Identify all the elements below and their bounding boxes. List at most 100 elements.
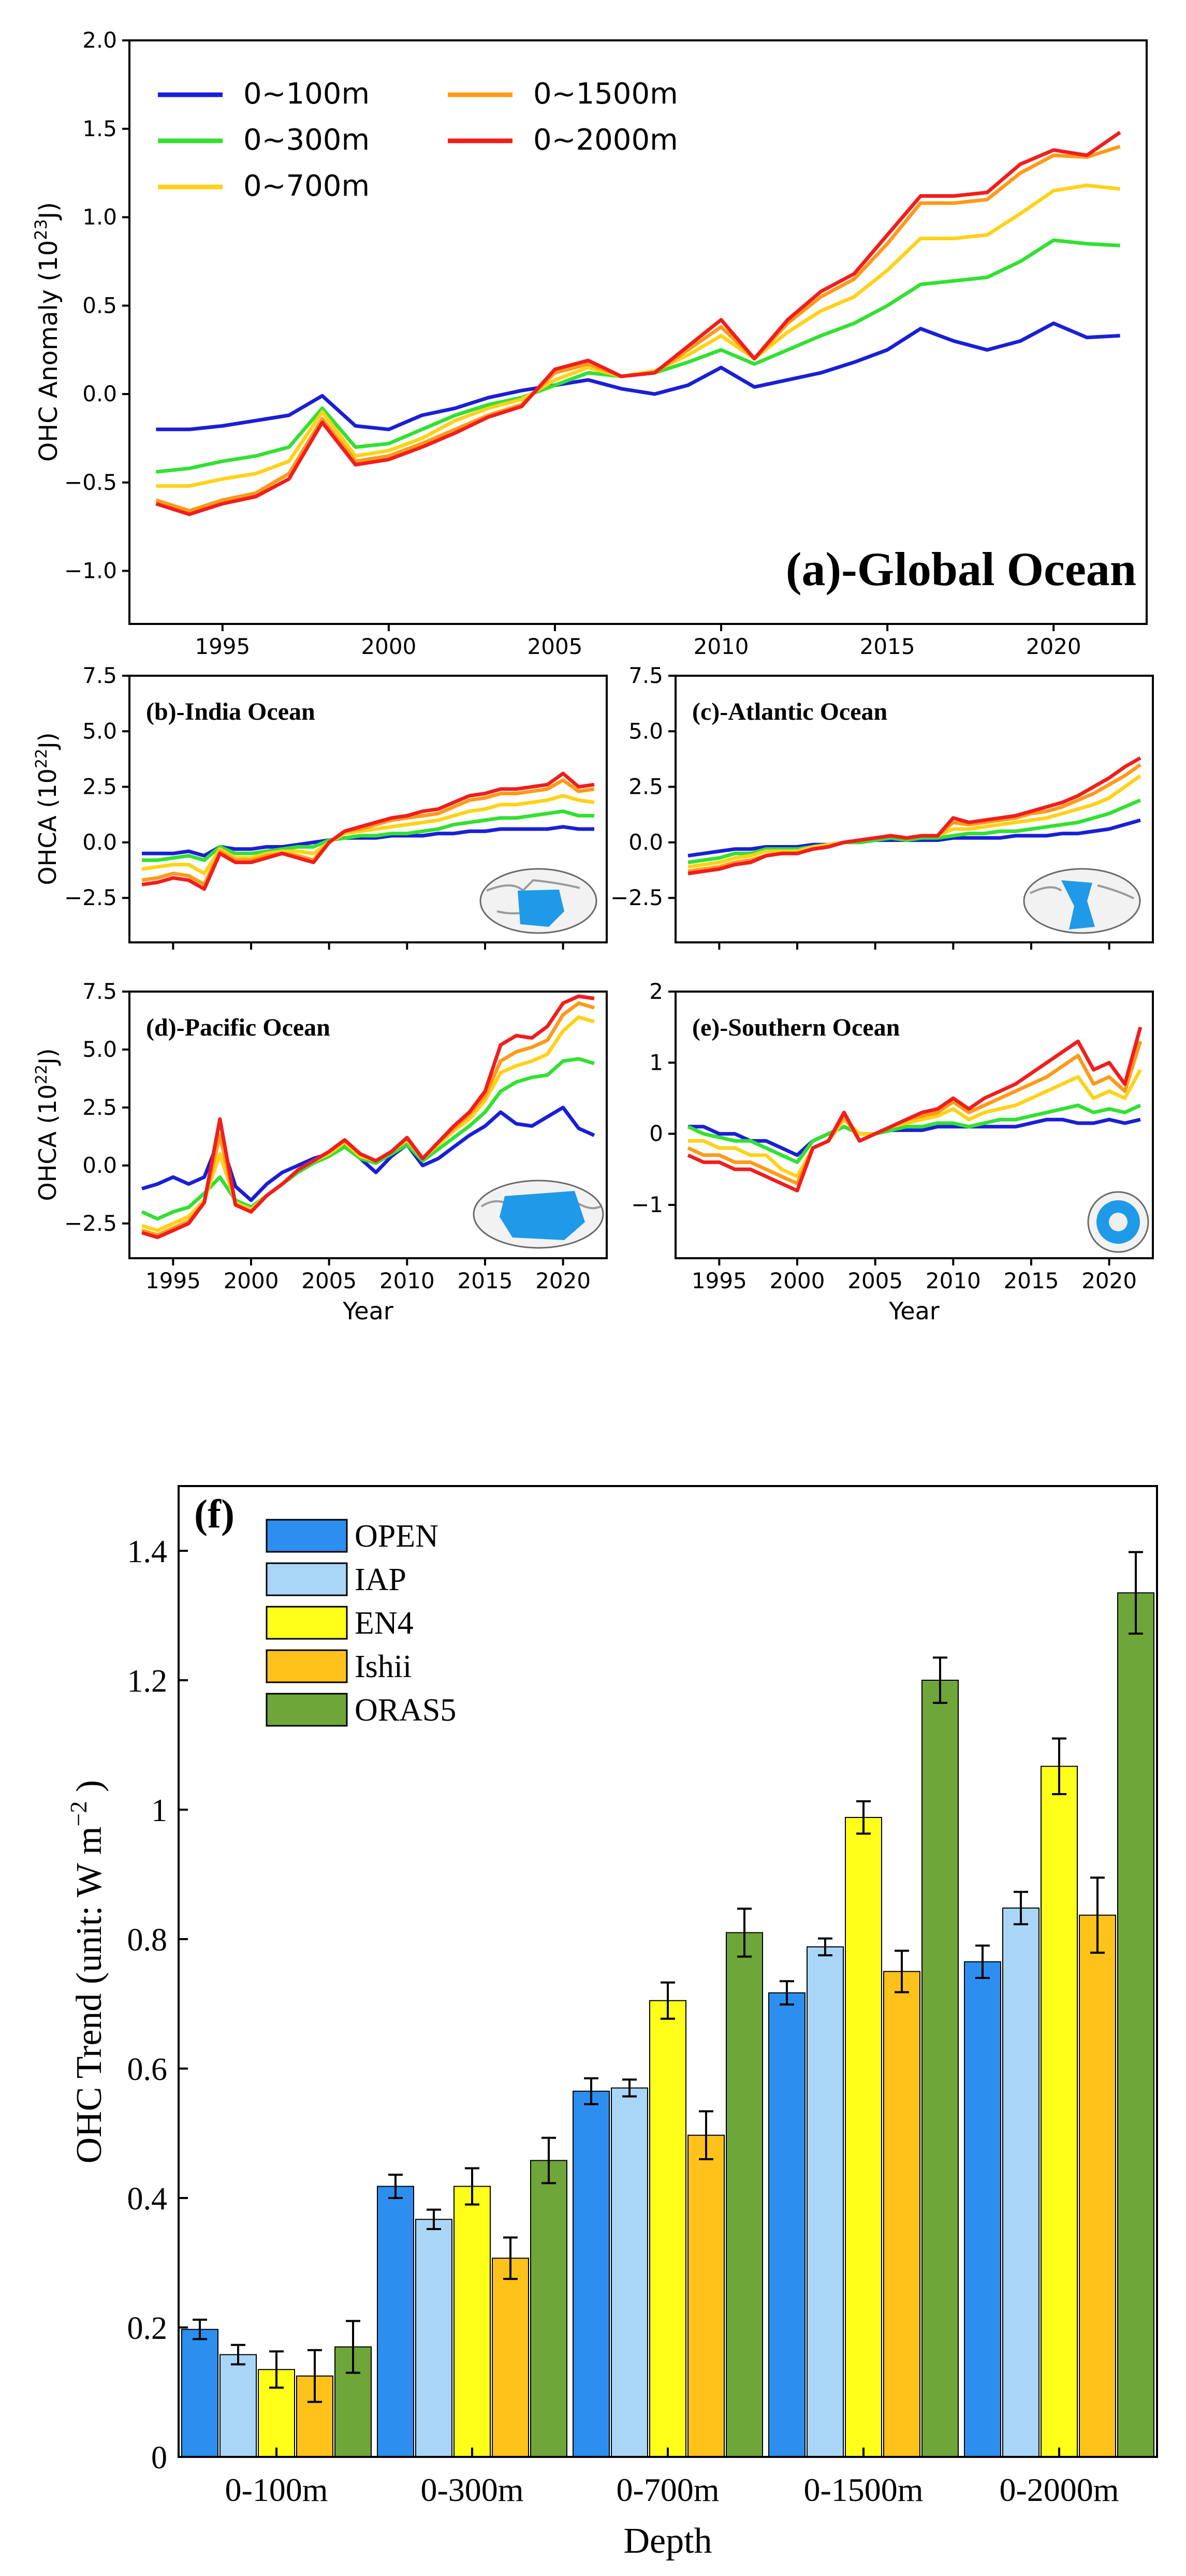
panel-c-ytick-label: −2.5 <box>610 885 663 910</box>
panel-d-xlabel: Year <box>342 1297 393 1325</box>
panel-d-line-0-300m <box>141 1057 595 1221</box>
panel-e-xtick-label: 1995 <box>692 1268 747 1293</box>
panel-f-xtick-label: 0-2000m <box>999 2471 1119 2508</box>
panel-c-ytick-label: 5.0 <box>628 718 663 744</box>
bar-en4-0-300m <box>453 2186 491 2457</box>
panel-e-frame <box>675 991 1154 1259</box>
panel-f-ytick-label: 0.2 <box>127 2311 168 2346</box>
panel-f-ytick-label: 0.4 <box>127 2181 168 2217</box>
bar-ishii-0-2000m <box>1079 1914 1116 2457</box>
panel-f-title: (f) <box>194 1491 235 1536</box>
bar-en4-0-2000m <box>1041 1766 1078 2457</box>
panel-f-ylabel: OHC Trend (unit: W m−2 ) <box>65 1780 109 2164</box>
panel-a-xtick-label: 2020 <box>1026 634 1081 659</box>
legend-label-0-2000m: 0~2000m <box>533 123 678 157</box>
panel-c-line-0-300m <box>687 798 1141 864</box>
panel-b-line-0-300m <box>142 809 594 862</box>
southern-ocean-map-icon <box>1087 1191 1149 1253</box>
panel-e-southern-ocean: 1995 2000 2005 2010 2015 2020 −1 0 1 2 (e)-Southe… <box>631 979 1154 1325</box>
panel-a-ytick-label: 1.5 <box>82 116 117 141</box>
legend-label-0-1500m: 0~1500m <box>533 77 678 111</box>
panel-f-ytick-label: 0.8 <box>127 1923 168 1958</box>
panel-a-legend: 0~100m 0~300m 0~700m 0~1500m 0~2000m <box>158 77 678 203</box>
panel-d-xtick-label: 2015 <box>458 1268 513 1293</box>
panel-d-ytick-label: −2.5 <box>64 1211 117 1236</box>
panel-b-ytick-label: 7.5 <box>82 663 117 688</box>
panel-e-line-0-700m <box>688 1069 1142 1178</box>
panel-b-line-0-2000m <box>141 772 595 891</box>
panel-a-ytick-label: 0.5 <box>82 293 117 318</box>
legend-label-0-300m: 0~300m <box>243 123 370 157</box>
panel-e-ytick-label: 0 <box>649 1121 663 1146</box>
panel-f-ytick-label: 1.4 <box>127 1534 168 1569</box>
panel-f-ytick-label: 1.2 <box>127 1664 168 1699</box>
panel-b-title: (b)-India Ocean <box>146 698 315 725</box>
panel-d-xtick-label: 2005 <box>301 1268 357 1293</box>
bar-iap-0-700m <box>611 2087 648 2457</box>
panel-c-ytick-label: 0.0 <box>628 829 663 855</box>
panel-d-frame <box>128 991 608 1259</box>
panel-c-title: (c)-Atlantic Ocean <box>692 698 887 725</box>
panel-b-ytick-label: 0.0 <box>82 829 117 855</box>
panel-b-frame <box>128 675 608 943</box>
panel-d-ylabel: OHCA (1022J) <box>33 1048 62 1201</box>
bar-oras5-0-300m <box>530 2160 567 2457</box>
panel-c-line-0-700m <box>687 774 1141 869</box>
panel-f-xtick-label: 0-100m <box>225 2471 328 2508</box>
panel-e-line-0-300m <box>687 1103 1141 1165</box>
panel-b-ylabel: OHCA (1022J) <box>33 732 62 885</box>
bar-open-0-2000m <box>964 1961 1001 2457</box>
bar-open-0-1500m <box>768 1992 806 2457</box>
legend-label-iap: IAP <box>355 1562 406 1597</box>
legend-swatch-open <box>266 1519 348 1553</box>
panel-e-xtick-label: 2000 <box>770 1268 825 1293</box>
panel-a-global-ocean: 1995 2000 2005 2010 2015 2020 −1.0 −0.5 0.0 0.5 1.… <box>31 27 1148 659</box>
legend-label-0-700m: 0~700m <box>243 169 370 203</box>
panel-a-ytick-label: 0.0 <box>82 381 117 406</box>
bar-open-0-700m <box>573 2090 610 2457</box>
legend-swatch-oras5 <box>266 1693 348 1727</box>
panel-f-xtick-label: 0-700m <box>616 2471 719 2508</box>
legend-swatch-iap <box>266 1562 348 1596</box>
panel-d-ytick-label: 2.5 <box>82 1095 117 1120</box>
legend-label-open: OPEN <box>355 1519 438 1554</box>
panel-a-xtick-label: 2010 <box>694 634 749 659</box>
panel-f-xtick-label: 0-1500m <box>803 2471 923 2508</box>
panel-a-title: (a)-Global Ocean <box>786 543 1136 595</box>
panel-f-ytick-label: 1 <box>151 1793 167 1828</box>
bar-en4-0-700m <box>649 2000 686 2457</box>
panel-a-line-0-100m <box>156 321 1120 431</box>
panel-d-xtick-label: 2020 <box>535 1268 591 1293</box>
panel-e-xtick-label: 2020 <box>1081 1268 1137 1293</box>
panel-d-title: (d)-Pacific Ocean <box>146 1014 330 1041</box>
panel-e-line-0-2000m <box>687 1026 1143 1192</box>
panel-d-xtick-label: 2000 <box>224 1268 279 1293</box>
panel-a-line-0-700m <box>156 183 1120 488</box>
panel-d-line-0-2000m <box>141 994 595 1240</box>
bar-iap-0-100m <box>219 2354 257 2457</box>
panel-a-line-0-2000m <box>155 130 1121 516</box>
legend-swatch-ishii <box>266 1649 348 1683</box>
panel-e-ytick-label: 1 <box>649 1050 663 1075</box>
panel-e-line-0-1500m <box>687 1041 1143 1186</box>
india-ocean-map-icon <box>479 868 597 934</box>
panel-a-ytick-label: −0.5 <box>64 470 117 495</box>
panel-e-ytick-label: −1 <box>631 1192 663 1217</box>
legend-label-ishii: Ishii <box>355 1649 412 1684</box>
panel-a-frame <box>128 39 1148 625</box>
bar-en4-0-1500m <box>845 1817 882 2457</box>
panel-b-ytick-label: −2.5 <box>64 885 117 910</box>
panel-e-line-0-100m <box>688 1117 1141 1157</box>
panel-f-xtick-label: 0-300m <box>420 2471 523 2508</box>
panel-e-xtick-label: 2015 <box>1004 1268 1059 1293</box>
panel-b-india-ocean: −2.5 0.0 2.5 5.0 7.5 (b)-India Ocean OHCA (1… <box>33 663 608 950</box>
panel-d-ytick-label: 5.0 <box>82 1037 117 1062</box>
panel-a-xtick-label: 2000 <box>361 634 416 659</box>
panel-f-ytick-label: 0.6 <box>127 2052 168 2087</box>
panel-f-xlabel: Depth <box>623 2521 712 2561</box>
panel-a-line-0-300m <box>156 238 1120 474</box>
panel-b-ytick-label: 2.5 <box>82 774 117 799</box>
bar-oras5-0-700m <box>726 1932 763 2457</box>
legend-label-oras5: ORAS5 <box>355 1693 456 1728</box>
